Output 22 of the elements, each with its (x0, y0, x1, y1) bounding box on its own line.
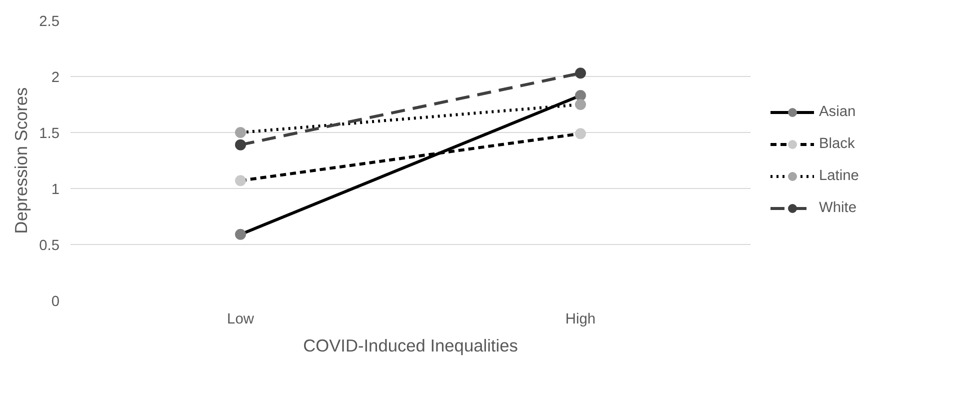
point (575, 90, 586, 102)
point (575, 68, 586, 79)
legend-label: Latine (819, 168, 859, 184)
y-tick-label: 2.5 (39, 14, 60, 30)
point (235, 127, 246, 138)
y-tick-label: 1 (51, 182, 60, 198)
x-tick-label: High (565, 312, 596, 328)
legend-label: White (819, 200, 856, 216)
x-axis-title: COVID-Induced Inequalities (303, 336, 518, 356)
x-tick-label: Low (227, 312, 254, 328)
y-tick-label: 0 (51, 294, 60, 310)
y-tick-label: 1.5 (39, 126, 60, 142)
y-axis-title: Depression Scores (11, 86, 32, 234)
y-tick-label: 0.5 (39, 238, 60, 254)
y-tick-label: 2 (51, 70, 60, 86)
point (235, 228, 246, 240)
legend-label: Asian (819, 104, 856, 120)
legend-label: Black (819, 136, 855, 152)
point (235, 139, 246, 150)
point (235, 175, 246, 186)
point (575, 99, 586, 110)
point (575, 128, 586, 140)
